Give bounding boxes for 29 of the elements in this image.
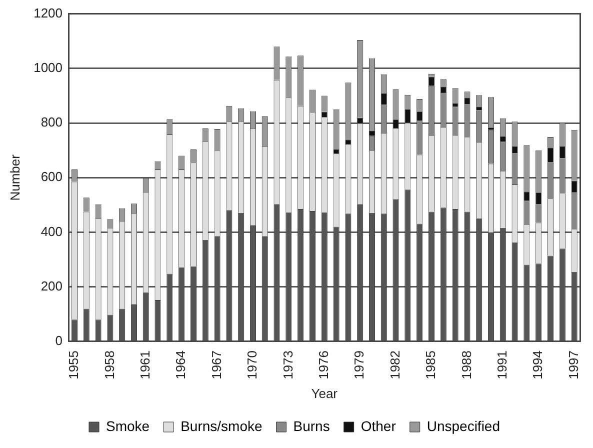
y-tick-label: 200 <box>40 278 63 294</box>
legend-label: Burns/smoke <box>180 418 262 434</box>
x-tick-label: 1958 <box>102 350 117 380</box>
legend-label: Unspecified <box>426 418 500 434</box>
legend-label: Smoke <box>106 418 150 434</box>
x-tick-label: 1997 <box>566 350 581 380</box>
y-tick-label: 0 <box>55 333 63 348</box>
y-tick-label: 400 <box>40 224 63 239</box>
legend-label: Burns <box>293 418 330 434</box>
y-tick-label: 1000 <box>34 60 63 75</box>
x-tick-label: 1982 <box>387 350 402 380</box>
x-tick-label: 1970 <box>244 350 260 380</box>
y-axis-title: Number <box>7 154 22 201</box>
x-tick-label: 1964 <box>173 350 188 380</box>
x-tick-label: 1973 <box>280 350 296 380</box>
x-tick-label: 1991 <box>494 350 510 380</box>
x-tick-label: 1994 <box>530 350 546 380</box>
y-tick-label: 800 <box>40 114 63 130</box>
y-tick-label: 1200 <box>34 5 63 20</box>
x-tick-label: 1976 <box>316 350 331 380</box>
x-axis-title: Year <box>311 386 338 401</box>
x-tick-label: 1961 <box>137 350 152 380</box>
x-tick-label: 1988 <box>458 350 474 380</box>
y-tick-label: 600 <box>40 169 63 184</box>
x-tick-label: 1979 <box>352 350 367 380</box>
x-tick-label: 1955 <box>66 350 82 380</box>
x-tick-label: 1985 <box>423 350 438 380</box>
x-tick-label: 1967 <box>208 350 224 380</box>
legend-label: Other <box>360 418 396 434</box>
